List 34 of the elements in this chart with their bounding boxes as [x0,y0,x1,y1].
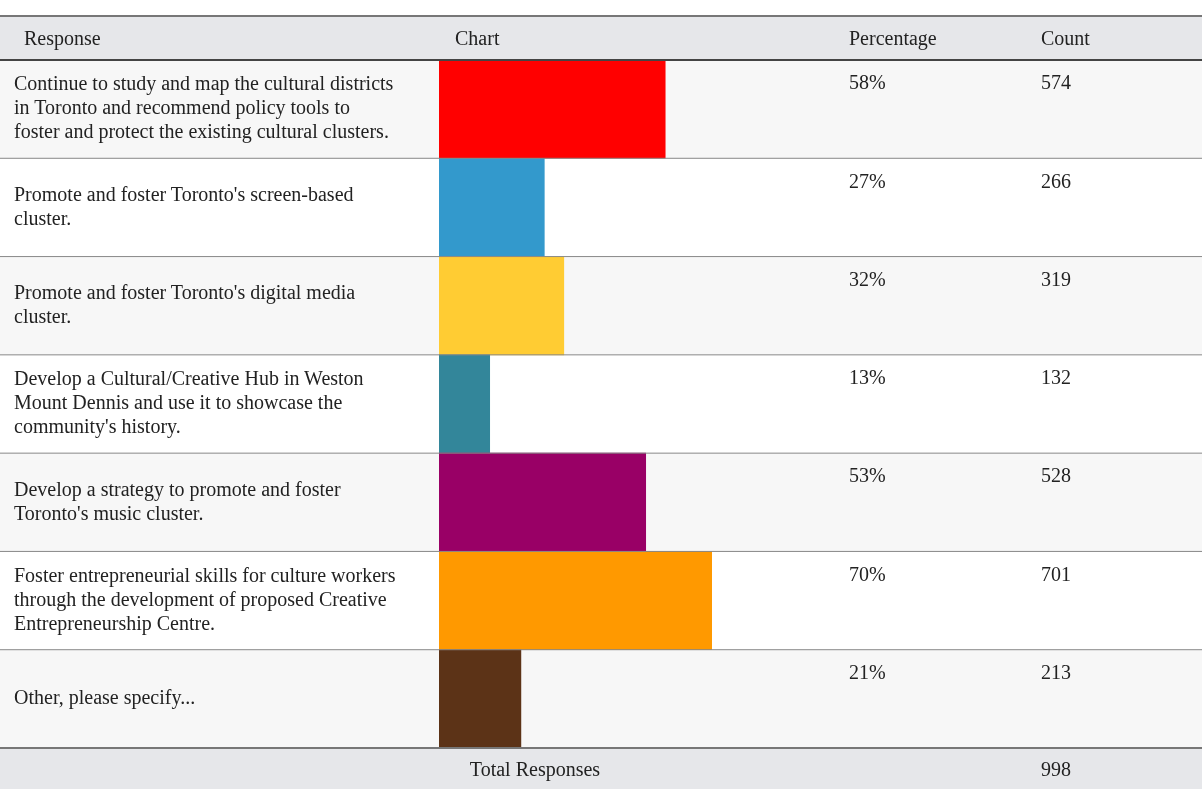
data-label: 70% [849,562,886,585]
data-label: 13% [849,366,886,389]
x-axis-title: Chart [455,26,500,50]
data-label: 53% [849,464,886,487]
data-label: 58% [849,71,886,94]
text: 266 [1041,169,1071,192]
text: Total Responses [469,757,601,780]
y-tick-label: Promote and foster Toronto's screen-based cluster. [14,182,354,229]
text: 998 [1041,757,1071,780]
text: 701 [1041,562,1071,585]
bar [439,354,491,454]
data-label: 21% [849,660,886,683]
bar [439,157,545,257]
text: Count [1041,26,1090,50]
y-tick-label: Develop a strategy to promote and foster Toronto's music cluster. [14,477,341,524]
y-tick-label: Foster entrepreneurial skills for culture workers through the development of proposed Creative Entrepreneurship Centre. [14,563,396,635]
y-tick-label: Promote and foster Toronto's digital media cluster. [14,280,356,327]
y-tick-label: Other, please specify... [14,686,196,710]
y-axis-title: Response [24,26,101,50]
bar [439,60,666,159]
bar [439,649,522,748]
data-label: 27% [849,169,886,192]
text: 319 [1041,267,1071,290]
data-label: 32% [849,267,886,290]
bar [439,551,712,651]
y-tick-label: Continue to study and map the cultural districts in Toronto and recommend policy tools to foster and protect the existing cultural clusters. [14,72,394,144]
y-tick-label: Develop a Cultural/Creative Hub in Weston Mount Dennis and use it to showcase the community's history. [14,367,364,439]
text: 574 [1041,71,1071,94]
text: Percentage [849,26,937,50]
text: 528 [1041,464,1071,487]
bar [439,256,565,356]
text: 132 [1041,366,1071,389]
bar [439,452,647,552]
text: 213 [1041,660,1071,683]
